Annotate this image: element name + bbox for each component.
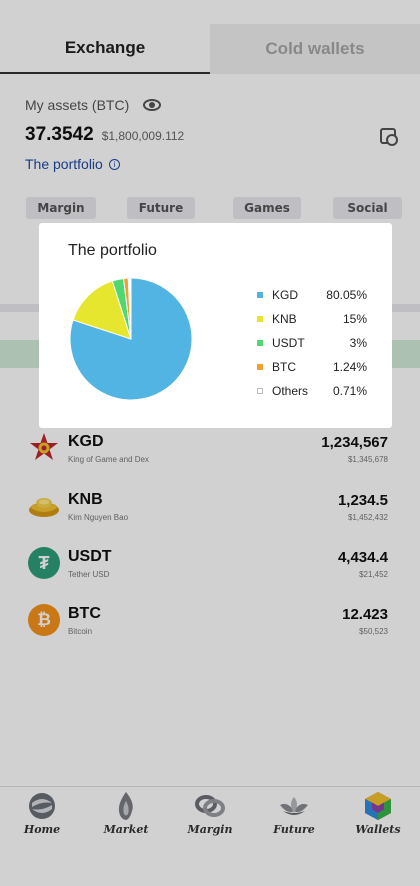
home-swirl-icon [29, 793, 55, 819]
chip-future[interactable]: Future [127, 197, 195, 219]
legend-item-btc: BTC 1.24% [257, 360, 367, 374]
kgd-star-icon [28, 432, 60, 464]
legend-label: Others [272, 384, 309, 398]
chip-games[interactable]: Games [233, 197, 301, 219]
pie-slice-others [127, 277, 132, 340]
legend-percentage: 15% [342, 312, 367, 326]
modal-title: The portfolio [68, 242, 157, 259]
token-fullname: Bitcoin [68, 627, 93, 636]
legend-swatch [257, 364, 263, 370]
token-value: $50,523 [359, 627, 388, 636]
token-fullname: King of Game and Dex [68, 455, 149, 464]
token-value: $21,452 [359, 570, 388, 579]
wallets-cube-icon [365, 792, 391, 820]
token-symbol: KNB [68, 491, 103, 508]
nav-label: Margin [187, 823, 233, 836]
category-chips: Margin Future Games Social [0, 197, 420, 219]
legend-swatch [257, 340, 263, 346]
legend-percentage: 3% [349, 336, 367, 350]
legend-item-knb: KNB 15% [257, 312, 367, 326]
legend-item-kgd: KGD 80.05% [257, 288, 367, 302]
token-row-usdt[interactable]: ₮ USDT Tether USD 4,434.4 $21,452 [0, 540, 420, 590]
portfolio-modal: The portfolio KGD 80.05% KNB 15% USDT 3% BTC 1.… [39, 223, 392, 428]
legend-swatch [257, 316, 263, 322]
my-assets-header: My assets (BTC) [25, 97, 162, 113]
token-row-btc[interactable]: ₿ BTC Bitcoin 12.423 $50,523 [0, 597, 420, 647]
bottom-nav: Home Market Margin Future [0, 786, 420, 842]
btc-balance: 37.3542 [25, 124, 94, 145]
portfolio-pie-chart [69, 277, 193, 401]
legend-percentage: 80.05% [326, 288, 367, 302]
my-assets-label: My assets (BTC) [25, 97, 130, 113]
market-flame-icon [118, 792, 133, 820]
token-value: $1,345,678 [347, 455, 388, 464]
nav-wallets[interactable]: Wallets [336, 787, 420, 842]
tab-cold-wallets[interactable]: Cold wallets [210, 24, 420, 74]
legend-label: KNB [272, 312, 297, 326]
future-lotus-icon [280, 797, 308, 815]
nav-label: Home [23, 823, 61, 836]
legend-percentage: 1.24% [332, 360, 367, 374]
nav-market[interactable]: Market [84, 787, 168, 842]
legend-item-others: Others 0.71% [257, 384, 367, 398]
portfolio-link[interactable]: The portfolio i [25, 156, 120, 172]
nav-label: Market [103, 823, 149, 836]
wallet-tabs: Exchange Cold wallets [0, 24, 420, 74]
legend-label: USDT [272, 336, 305, 350]
fiat-balance: $1,800,009.112 [101, 129, 185, 143]
nav-label: Future [273, 823, 315, 836]
token-row-kgd[interactable]: KGD King of Game and Dex 1,234,567 $1,34… [0, 425, 420, 475]
tab-exchange[interactable]: Exchange [0, 24, 210, 74]
token-fullname: Tether USD [68, 570, 110, 579]
nav-margin[interactable]: Margin [168, 787, 252, 842]
token-fullname: Kim Nguyen Bao [68, 513, 129, 522]
token-amount: 12.423 [342, 606, 388, 623]
legend-label: KGD [272, 288, 299, 302]
chip-social[interactable]: Social [333, 197, 402, 219]
token-amount: 1,234,567 [321, 434, 388, 451]
info-icon: i [108, 158, 120, 170]
nav-future[interactable]: Future [252, 787, 336, 842]
token-amount: 1,234.5 [337, 492, 388, 509]
portfolio-link-label: The portfolio [25, 156, 103, 172]
legend-item-usdt: USDT 3% [257, 336, 367, 350]
token-amount: 4,434.4 [337, 549, 388, 566]
margin-knot-icon [195, 795, 225, 817]
history-icon[interactable] [380, 128, 398, 146]
token-row-knb[interactable]: KNB Kim Nguyen Bao 1,234.5 $1,452,432 [0, 483, 420, 533]
legend-swatch [257, 292, 263, 298]
token-symbol: KGD [68, 433, 104, 450]
gold-ingot-icon [28, 490, 60, 522]
legend-label: BTC [272, 360, 296, 374]
token-symbol: BTC [68, 605, 101, 622]
bitcoin-icon: ₿ [28, 604, 60, 636]
balance-row: 37.3542 $1,800,009.112 [25, 124, 184, 146]
chip-margin[interactable]: Margin [26, 197, 96, 219]
legend-percentage: 0.71% [332, 384, 367, 398]
nav-home[interactable]: Home [0, 787, 84, 842]
token-value: $1,452,432 [347, 513, 388, 522]
token-symbol: USDT [68, 548, 112, 565]
tether-icon: ₮ [28, 547, 60, 579]
nav-label: Wallets [355, 823, 401, 836]
eye-icon[interactable] [143, 99, 162, 111]
legend-swatch [257, 388, 263, 394]
